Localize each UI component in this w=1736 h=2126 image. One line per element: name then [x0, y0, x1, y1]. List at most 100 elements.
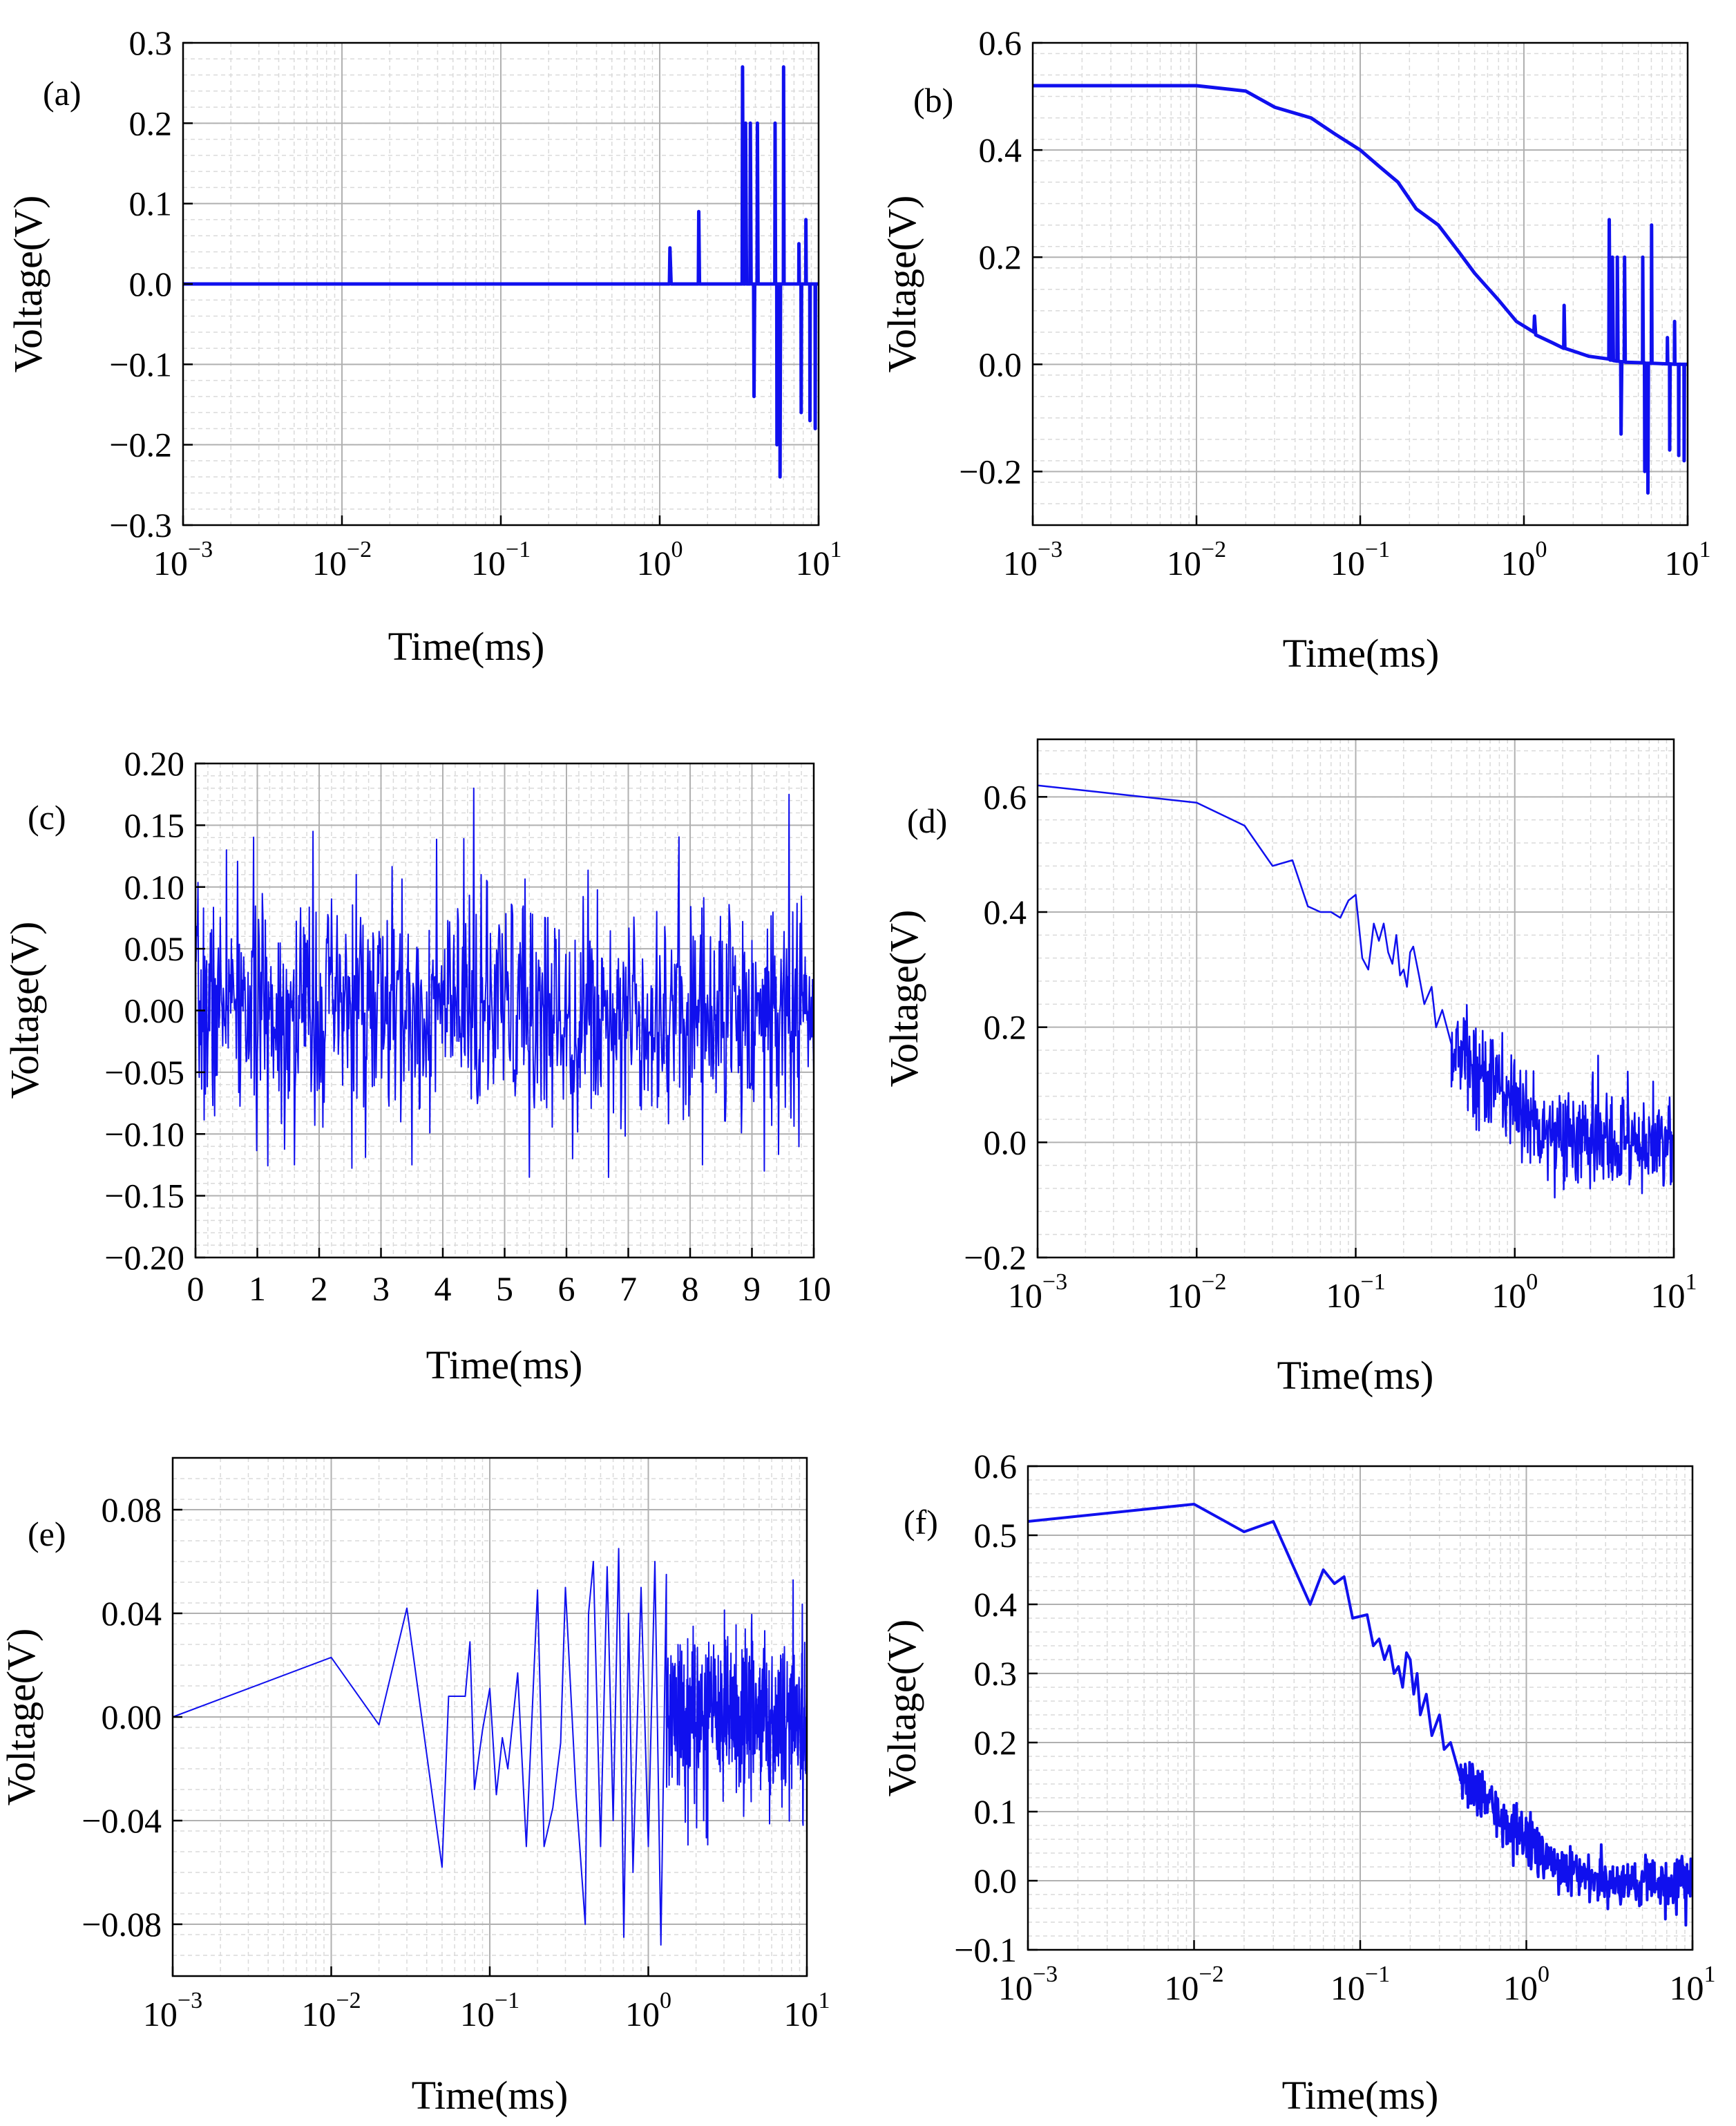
x-tick-label: 10 [797, 1269, 831, 1308]
x-axis-title: Time(ms) [1277, 1353, 1434, 1398]
x-tick-label: 10−2 [1167, 1269, 1226, 1315]
panel-label: (b) [913, 81, 953, 120]
x-tick-label: 2 [311, 1269, 328, 1308]
y-axis-title: Voltage(V) [2, 922, 47, 1099]
y-tick-label: 0.5 [974, 1516, 1018, 1555]
panel-label: (f) [904, 1503, 938, 1541]
y-tick-label: 0.6 [974, 1447, 1018, 1486]
x-tick-label: 101 [1670, 1962, 1716, 2007]
y-tick-label: 0.2 [974, 1723, 1018, 1762]
x-tick-label: 10−3 [1003, 537, 1062, 582]
y-tick-label: −0.15 [104, 1177, 184, 1215]
x-tick-label: 101 [1651, 1269, 1697, 1315]
panel-a: 10−3 10−2 10−1 100 101−0.3−0.2−0.10.00.10.20… [6, 23, 842, 669]
x-tick-label: 7 [620, 1269, 637, 1308]
y-tick-label: 0.4 [974, 1585, 1018, 1624]
panel-d: 10−3 10−2 10−1 100 101−0.20.00.20.40.6Time(m… [881, 738, 1697, 1398]
y-tick-label: 0.00 [102, 1698, 162, 1736]
x-tick-label: 8 [682, 1269, 699, 1308]
x-tick-label: 100 [1501, 537, 1547, 582]
x-tick-label: 10−3 [143, 1988, 202, 2033]
y-tick-label: 0.00 [124, 991, 185, 1030]
y-tick-label: −0.2 [959, 452, 1022, 491]
x-tick-label: 10−2 [312, 537, 372, 582]
x-tick-label: 10−3 [998, 1962, 1058, 2007]
panel-c: 0 1 2 3 4 5 6 7 8 9 10 −0.20 −0.15 −0.10 −0.05 0.00 0.05… [2, 744, 831, 1387]
x-axis-title: Time(ms) [1282, 2073, 1439, 2118]
y-tick-label: 0.2 [979, 238, 1022, 276]
y-tick-label: −0.1 [109, 345, 172, 383]
y-tick-label: 0.05 [124, 929, 185, 968]
panel-f: 10−3 10−2 10−1 100 101 −0.1 0.0 0.1 0.2 0.3 0.4 0.5… [879, 1447, 1716, 2118]
x-tick-label: 4 [435, 1269, 452, 1308]
series-line [195, 787, 814, 1178]
y-tick-label: −0.04 [82, 1801, 162, 1840]
panel-label: (c) [28, 798, 66, 837]
x-tick-label: 6 [558, 1269, 575, 1308]
y-tick-label: 0.6 [979, 23, 1022, 62]
y-axis-title: Voltage(V) [879, 1620, 924, 1797]
x-tick-label: 101 [796, 537, 842, 582]
y-tick-label: −0.2 [964, 1238, 1027, 1277]
x-tick-label: 101 [1665, 537, 1711, 582]
series-line [1033, 84, 1688, 495]
x-tick-label: 10−1 [1330, 537, 1390, 582]
series-line [1028, 1503, 1692, 1927]
panel-label: (a) [43, 74, 82, 113]
series-line [173, 1548, 807, 1946]
x-tick-label: 10−1 [471, 537, 531, 582]
x-tick-label: 5 [496, 1269, 513, 1308]
y-tick-label: −0.20 [104, 1238, 184, 1277]
panel-label: (e) [28, 1515, 66, 1553]
y-tick-label: 0.0 [984, 1123, 1027, 1161]
y-tick-label: 0.2 [129, 104, 173, 142]
y-tick-label: 0.0 [974, 1861, 1018, 1900]
series-line [1038, 784, 1674, 1199]
y-tick-label: −0.10 [104, 1114, 184, 1153]
y-axis-title: Voltage(V) [881, 910, 926, 1088]
y-tick-label: 0.4 [984, 893, 1027, 931]
x-axis-title: Time(ms) [388, 624, 545, 669]
x-tick-label: 1 [249, 1269, 266, 1308]
x-axis-title: Time(ms) [412, 2073, 569, 2118]
y-tick-label: 0.4 [979, 131, 1022, 169]
series-line [183, 65, 819, 479]
x-tick-label: 9 [743, 1269, 761, 1308]
y-axis-title: Voltage(V) [0, 1629, 44, 1806]
y-tick-label: 0.08 [102, 1490, 162, 1529]
x-tick-label: 100 [1503, 1962, 1549, 2007]
y-tick-label: −0.2 [109, 426, 172, 464]
x-tick-label: 100 [1491, 1269, 1538, 1315]
y-axis-title: Voltage(V) [6, 196, 50, 373]
x-tick-label: 0 [187, 1269, 204, 1308]
panel-e: 10−3 10−2 10−1 100 101 −0.08 −0.04 0.00 0.04 0.08… [0, 1456, 830, 2118]
y-tick-label: −0.05 [104, 1053, 184, 1092]
y-tick-label: 0.10 [124, 868, 185, 907]
panel-b: 10−3 10−2 10−1 100 101 −0.2 0.0 0.2 0.4 0.6 Time(m… [879, 23, 1711, 676]
x-tick-label: 10−1 [460, 1988, 519, 2033]
panel-label: (d) [907, 801, 947, 840]
y-tick-label: 0.1 [129, 184, 173, 223]
x-tick-label: 10−2 [1167, 537, 1226, 582]
x-tick-label: 10−2 [1164, 1962, 1223, 2007]
x-tick-label: 10−1 [1326, 1269, 1385, 1315]
y-tick-label: −0.08 [82, 1905, 162, 1944]
y-tick-label: 0.6 [984, 777, 1027, 816]
y-axis-title: Voltage(V) [879, 196, 924, 373]
major-grid [172, 1458, 808, 1976]
x-tick-label: 10−2 [301, 1988, 361, 2033]
y-tick-label: 0.15 [124, 806, 185, 844]
minor-grid [1038, 739, 1674, 1258]
y-tick-label: 0.0 [979, 345, 1022, 383]
y-tick-label: 0.2 [984, 1008, 1027, 1047]
x-tick-label: 10−1 [1330, 1962, 1390, 2007]
x-tick-label: 101 [784, 1988, 830, 2033]
y-tick-label: 0.0 [129, 265, 173, 303]
y-tick-label: 0.3 [974, 1654, 1018, 1693]
y-tick-label: 0.20 [124, 744, 185, 783]
y-tick-label: 0.1 [974, 1792, 1018, 1831]
y-tick-label: 0.04 [102, 1594, 162, 1633]
y-tick-label: −0.1 [954, 1930, 1017, 1969]
y-tick-label: 0.3 [129, 23, 173, 62]
